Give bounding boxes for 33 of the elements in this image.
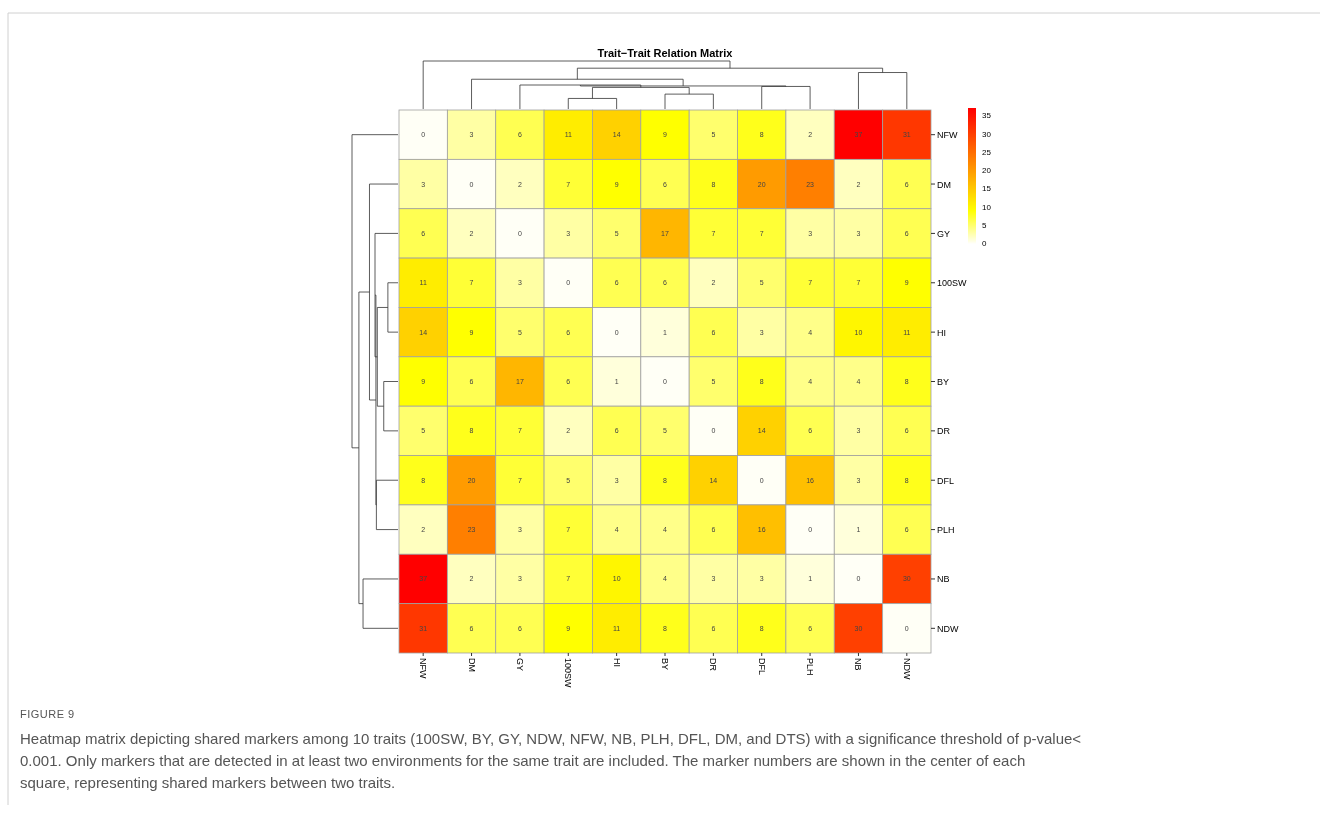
color-bar-label: 35 bbox=[982, 111, 992, 121]
chart-title: Trait−Trait Relation Matrix bbox=[597, 47, 734, 59]
x-tick-label: PLH bbox=[805, 658, 816, 676]
x-tick-label: BY bbox=[660, 658, 670, 671]
text: Heatmap matrix depicting shared markers among 10 traits (100SW, BY, GY, NDW, NFW, NB, PLH, DFL, DM, and DTS) with a significance threshold of p-value< 0.001. Only markers that are detected in at least two environments for the same trait are included. The marker numbers are shown in the center of each square, representing shared markers between two traits. bbox=[20, 730, 1082, 791]
y-tick-label: NDW bbox=[937, 623, 959, 634]
x-tick-label: HI bbox=[611, 658, 622, 667]
x-tick-label: NDW bbox=[901, 658, 912, 680]
y-tick-label: DM bbox=[937, 179, 951, 190]
y-tick-label: NFW bbox=[937, 130, 958, 141]
color-bar-label: 15 bbox=[982, 184, 992, 194]
y-tick-label: 100SW bbox=[937, 278, 968, 289]
x-tick-label: DM bbox=[466, 658, 477, 672]
y-tick-label: GY bbox=[937, 228, 951, 239]
y-tick-label: DR bbox=[937, 426, 951, 437]
x-tick-label: DFL bbox=[756, 658, 767, 676]
color-bar-label: 0 bbox=[982, 239, 987, 248]
x-tick-label: DR bbox=[708, 658, 719, 672]
caption: FIGURE 9 bbox=[20, 708, 75, 720]
y-tick-label: HI bbox=[937, 327, 946, 338]
color-bar-label: 25 bbox=[982, 147, 992, 157]
x-tick-label: NB bbox=[853, 658, 864, 671]
y-tick-label: NB bbox=[937, 574, 950, 585]
y-tick-label: PLH bbox=[937, 525, 955, 536]
x-tick-label: GY bbox=[514, 658, 525, 672]
x-tick-label: NFW bbox=[418, 658, 429, 679]
color-bar-label: 10 bbox=[982, 202, 992, 212]
y-tick-label: BY bbox=[937, 377, 950, 387]
color-bar-label: 20 bbox=[982, 166, 992, 176]
color-bar-label: 5 bbox=[982, 220, 987, 230]
color-bar-label: 30 bbox=[982, 129, 992, 139]
y-tick-label: DFL bbox=[937, 475, 955, 486]
x-tick-label: 100SW bbox=[563, 658, 574, 689]
